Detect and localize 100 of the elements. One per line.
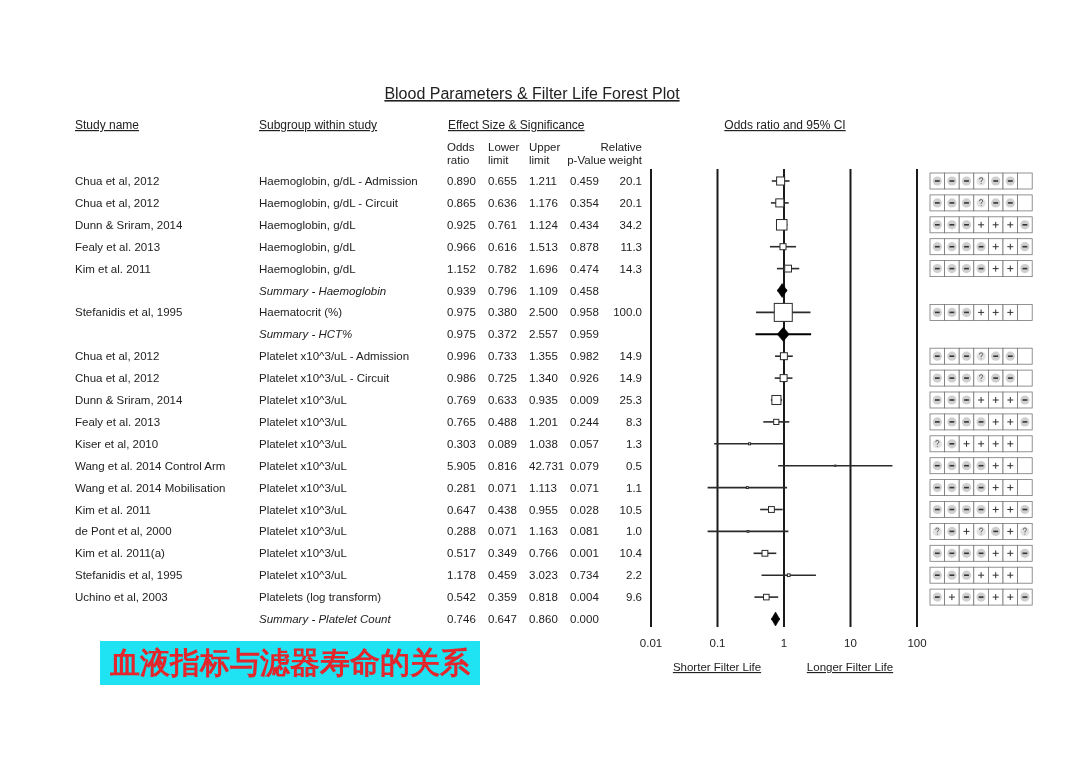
x-tick-label: 0.1 bbox=[709, 637, 726, 649]
row-label: Platelet x10^3/uL bbox=[259, 437, 347, 450]
cell-label: 1.038 bbox=[529, 437, 558, 450]
cell-label: 100.0 bbox=[613, 306, 642, 319]
row-label: Haematocrit (%) bbox=[259, 306, 343, 319]
cell-label: 10.4 bbox=[619, 547, 642, 560]
row-label: Kim et al. 2011(a) bbox=[75, 547, 165, 560]
cell-label: 34.2 bbox=[619, 218, 642, 231]
cell-label: 0.244 bbox=[570, 415, 599, 428]
row-label: Dunn & Sriram, 2014 bbox=[75, 394, 183, 406]
row-label: Haemoglobin, g/dL - Admission bbox=[259, 175, 418, 187]
column-header: Upper limit bbox=[529, 141, 561, 166]
row-label: Platelets (log transform) bbox=[259, 591, 382, 604]
cell-label: 2.557 bbox=[529, 328, 558, 341]
cell-label: 10.5 bbox=[619, 503, 642, 516]
x-tick-label: 1 bbox=[780, 637, 788, 649]
cell-label: 0.517 bbox=[447, 547, 476, 560]
cell-label: 0.542 bbox=[447, 591, 476, 604]
cell-label: 0.459 bbox=[488, 569, 517, 582]
cell-label: 1.0 bbox=[626, 525, 642, 538]
cell-label: 0.959 bbox=[570, 328, 599, 341]
cell-label: 0.647 bbox=[447, 503, 476, 516]
cell-label: 0.935 bbox=[529, 394, 558, 406]
cell-label: 20.1 bbox=[619, 196, 642, 209]
cell-label: 0.001 bbox=[570, 547, 599, 560]
cell-label: 1.355 bbox=[529, 350, 558, 363]
cell-label: 0.765 bbox=[447, 415, 476, 428]
cell-label: 1.696 bbox=[529, 262, 558, 275]
cell-label: 0.734 bbox=[570, 569, 599, 582]
cell-label: 0.380 bbox=[488, 306, 517, 319]
row-label: Kim et al. 2011 bbox=[75, 262, 151, 275]
cell-label: 1.201 bbox=[529, 415, 558, 428]
title: Odds ratio and 95% CI bbox=[724, 118, 846, 132]
row-label: Stefanidis et al, 1995 bbox=[75, 569, 183, 582]
cell-label: 0.359 bbox=[488, 591, 517, 604]
cell-label: 1.211 bbox=[529, 175, 557, 187]
cell-label: 0.057 bbox=[570, 437, 599, 450]
row-label: Haemoglobin, g/dL bbox=[259, 262, 356, 275]
cell-label: 0.769 bbox=[447, 394, 476, 406]
row-label: Haemoglobin, g/dL bbox=[259, 240, 356, 253]
row-label: Platelet x10^3/uL bbox=[259, 547, 347, 560]
row-label: Kiser et al, 2010 bbox=[75, 437, 159, 450]
row-label: Platelet x10^3/uL - Admission bbox=[259, 350, 410, 363]
cell-label: 0.633 bbox=[488, 394, 517, 406]
cell-label: 0.782 bbox=[488, 262, 517, 275]
cell-label: 0.725 bbox=[488, 372, 517, 385]
row-label: Platelet x10^3/uL bbox=[259, 503, 347, 516]
row-label: Summary - Haemoglobin bbox=[259, 284, 387, 297]
cell-label: 1.124 bbox=[529, 218, 558, 231]
cell-label: 2.2 bbox=[626, 569, 642, 582]
cell-label: 0.975 bbox=[447, 328, 476, 341]
row-label: Chua et al, 2012 bbox=[75, 175, 160, 187]
cell-label: 0.655 bbox=[488, 175, 517, 187]
cell-label: 0.986 bbox=[447, 372, 476, 385]
cell-label: 0.616 bbox=[488, 240, 517, 253]
cell-label: 20.1 bbox=[619, 175, 642, 187]
cell-label: 0.004 bbox=[570, 591, 599, 604]
cell-label: 0.761 bbox=[488, 218, 517, 231]
row-label: Chua et al, 2012 bbox=[75, 196, 160, 209]
cell-label: 0.982 bbox=[570, 350, 599, 363]
cell-label: 0.028 bbox=[570, 503, 599, 516]
cell-label: 0.459 bbox=[570, 175, 599, 187]
row-label: Stefanidis et al, 1995 bbox=[75, 306, 183, 319]
cell-label: 0.281 bbox=[447, 481, 476, 494]
row-label: Chua et al, 2012 bbox=[75, 372, 160, 385]
cell-label: 0.071 bbox=[488, 525, 517, 538]
cell-label: 0.071 bbox=[488, 481, 517, 494]
cell-label: 0.865 bbox=[447, 196, 476, 209]
x-tick-label: 10 bbox=[844, 637, 857, 649]
x-tick-label: 0.01 bbox=[639, 637, 663, 649]
cell-label: 0.488 bbox=[488, 415, 517, 428]
cell-label: 0.925 bbox=[447, 218, 476, 231]
annotation: 血液指标与滤器寿命的关系 bbox=[100, 641, 480, 685]
cell-label: 0.890 bbox=[447, 175, 476, 187]
cell-label: 0.975 bbox=[447, 306, 476, 319]
row-label: Platelet x10^3/uL bbox=[259, 481, 347, 494]
row-label: Uchino et al, 2003 bbox=[75, 591, 168, 604]
row-label: Chua et al, 2012 bbox=[75, 350, 160, 363]
cell-label: 0.288 bbox=[447, 525, 476, 538]
cell-label: 0.349 bbox=[488, 547, 517, 560]
cell-label: 0.966 bbox=[447, 240, 476, 253]
cell-label: 9.6 bbox=[626, 591, 642, 604]
cell-label: 0.009 bbox=[570, 394, 599, 406]
cell-label: 1.109 bbox=[529, 284, 558, 297]
row-label: Haemoglobin, g/dL - Circuit bbox=[259, 196, 398, 209]
cell-label: 1.152 bbox=[447, 262, 476, 275]
cell-label: 0.816 bbox=[488, 459, 517, 472]
cell-label: 1.163 bbox=[529, 525, 558, 538]
annotation: Shorter Filter Life bbox=[672, 661, 762, 673]
cell-label: 0.955 bbox=[529, 503, 558, 516]
cell-label: 14.9 bbox=[619, 372, 642, 385]
cell-label: 0.647 bbox=[488, 613, 517, 625]
cell-label: 2.500 bbox=[529, 306, 558, 319]
cell-label: 0.939 bbox=[447, 284, 476, 297]
cell-label: 0.071 bbox=[570, 481, 599, 494]
x-tick-label: 100 bbox=[907, 637, 927, 649]
cell-label: 1.178 bbox=[447, 569, 476, 582]
annotation: Subgroup within study bbox=[259, 118, 378, 132]
cell-label: 0.474 bbox=[570, 262, 599, 275]
row-label: de Pont et al, 2000 bbox=[75, 525, 172, 538]
